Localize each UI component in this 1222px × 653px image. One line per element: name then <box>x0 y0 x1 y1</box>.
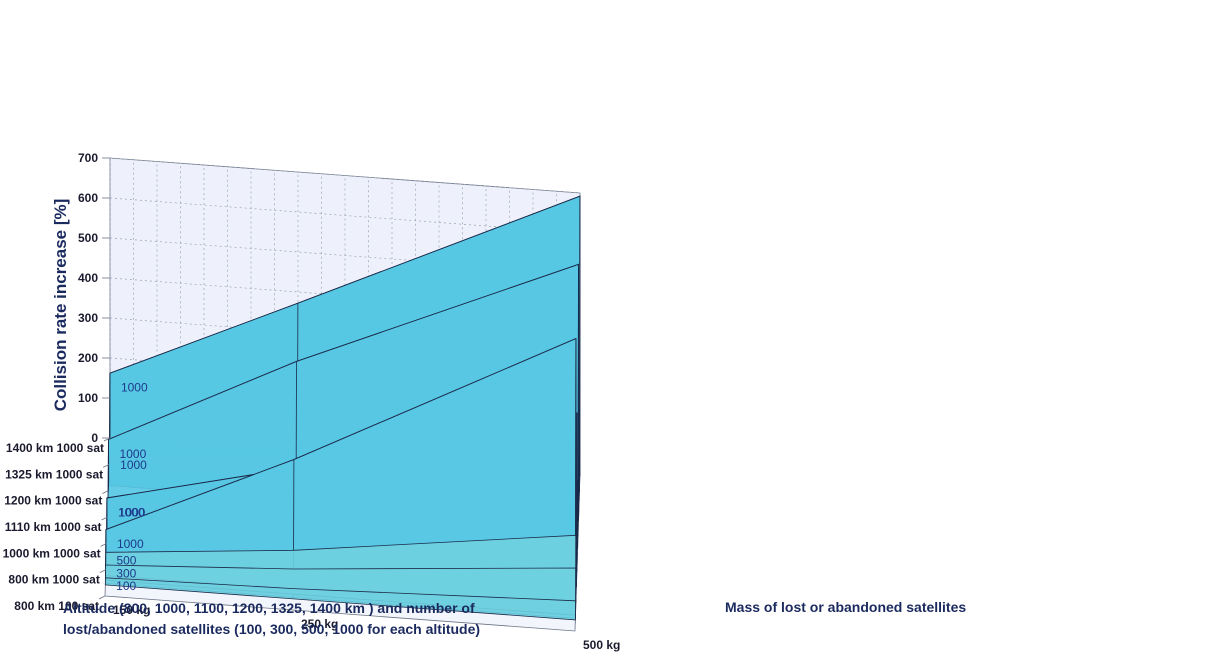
z-tick-label: 500 <box>78 231 98 245</box>
depth-tick-label: 1325 km 1000 sat <box>5 467 103 481</box>
depth-tick-mark <box>98 595 106 600</box>
depth-tick-label: 800 km 100 sat <box>14 599 99 613</box>
depth-tick-label: 1000 km 1000 sat <box>3 546 101 560</box>
chart-surfaces <box>104 195 581 621</box>
z-tick-label: 300 <box>78 311 98 325</box>
mass-tick-label: 150 kg <box>113 603 150 617</box>
mass-tick-label: 250 kg <box>301 617 338 631</box>
ridge-count-label: 1000 <box>120 447 147 461</box>
depth-tick-mark <box>99 569 107 574</box>
depth-tick-mark <box>102 463 110 468</box>
depth-tick-mark <box>103 437 111 442</box>
mass-tick-label: 500 kg <box>583 638 620 652</box>
depth-tick-label: 1110 km 1000 sat <box>5 520 102 534</box>
ridge-count-label: 1000 <box>121 381 148 395</box>
depth-tick-mark <box>101 516 108 521</box>
ridge-count-label: 1000 <box>119 505 146 519</box>
depth-tick-label: 1400 km 1000 sat <box>6 441 104 455</box>
z-tick-label: 700 <box>78 151 98 165</box>
level-100 <box>104 577 576 621</box>
z-tick-label: 400 <box>78 271 98 285</box>
depth-tick-mark <box>102 490 109 495</box>
z-tick-label: 0 <box>91 431 98 445</box>
chart-ticks: 0 100 200 300 400 500 600 700 150 kg 250 kg 500 kg… <box>3 151 621 652</box>
level-count-label: 100 <box>116 579 136 593</box>
z-tick-label: 200 <box>78 351 98 365</box>
level-count-label: 500 <box>116 554 136 568</box>
depth-axis-label-line1: Altitude (800, 1000, 1100, 1200, 1325, 1… <box>63 600 475 616</box>
depth-tick-label: 800 km 1000 sat <box>8 573 99 587</box>
level-count-label: 300 <box>116 566 136 580</box>
z-tick-label: 600 <box>78 191 98 205</box>
ridge-1000km-segment <box>576 412 578 587</box>
ridge-count-label: 1000 <box>120 458 147 472</box>
mass-axis-label: Mass of lost or abandoned satellites <box>725 599 966 615</box>
depth-axis-label-line2: lost/abandoned satellites (100, 300, 500… <box>63 621 480 637</box>
z-axis-label: Collision rate increase [%] <box>51 199 70 412</box>
depth-tick-mark <box>100 542 107 547</box>
ridge-1400km-segment <box>579 196 581 492</box>
depth-tick-label: 1200 km 1000 sat <box>4 494 102 508</box>
ridge-1200km-segment <box>577 264 579 537</box>
ridge-count-label: 1000 <box>118 505 145 519</box>
z-tick-label: 100 <box>78 391 98 405</box>
ridge-count-label: 1000 <box>117 537 144 551</box>
grid-line-z <box>109 157 581 194</box>
